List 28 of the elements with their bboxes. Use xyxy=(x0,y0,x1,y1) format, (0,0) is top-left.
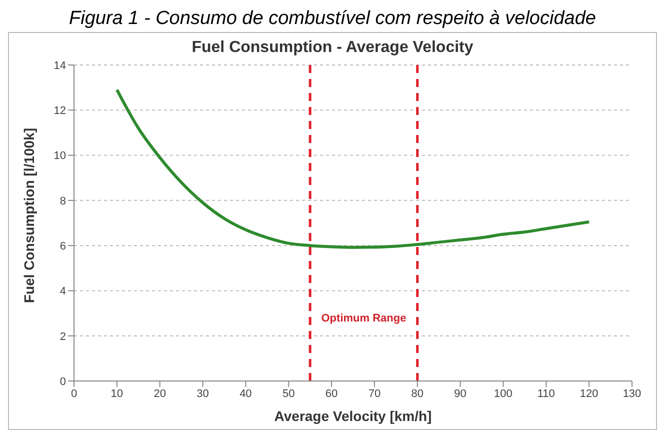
x-tick-label: 40 xyxy=(240,388,252,400)
x-tick-label: 10 xyxy=(110,388,124,400)
y-tick-label: 6 xyxy=(60,240,66,252)
y-tick-label: 8 xyxy=(60,195,66,208)
y-tick-label: 12 xyxy=(54,105,66,118)
x-tick-label: 80 xyxy=(411,388,424,400)
chart-title: Fuel Consumption - Average Velocity xyxy=(190,38,474,57)
x-tick-label: 130 xyxy=(622,388,642,400)
x-tick-label: 0 xyxy=(70,388,78,400)
y-tick-label: 10 xyxy=(54,150,66,162)
x-tick-label: 70 xyxy=(368,388,381,400)
y-tick-label: 0 xyxy=(60,376,66,388)
x-tick-label: 100 xyxy=(494,388,512,400)
x-tick-label: 60 xyxy=(325,388,338,400)
x-tick-label: 50 xyxy=(282,388,295,400)
y-axis-title: Fuel Consumption [l/100k] xyxy=(20,128,37,303)
x-tick-label: 30 xyxy=(196,388,209,400)
x-tick-label: 90 xyxy=(454,388,466,400)
x-axis-title: Average Velocity [km/h] xyxy=(274,408,432,424)
annotation: Optimum Range xyxy=(321,312,406,325)
x-tick-label: 120 xyxy=(580,388,598,400)
y-tick-label: 14 xyxy=(54,60,66,72)
y-tick-label: 2 xyxy=(60,330,66,343)
y-tick-label: 4 xyxy=(60,286,66,298)
x-tick-label: 110 xyxy=(537,388,555,400)
x-tick-label: 20 xyxy=(154,388,166,400)
line-series xyxy=(115,88,591,249)
text: Figura 1 - Consumo de combustível com respeito à velocidade xyxy=(68,8,597,31)
